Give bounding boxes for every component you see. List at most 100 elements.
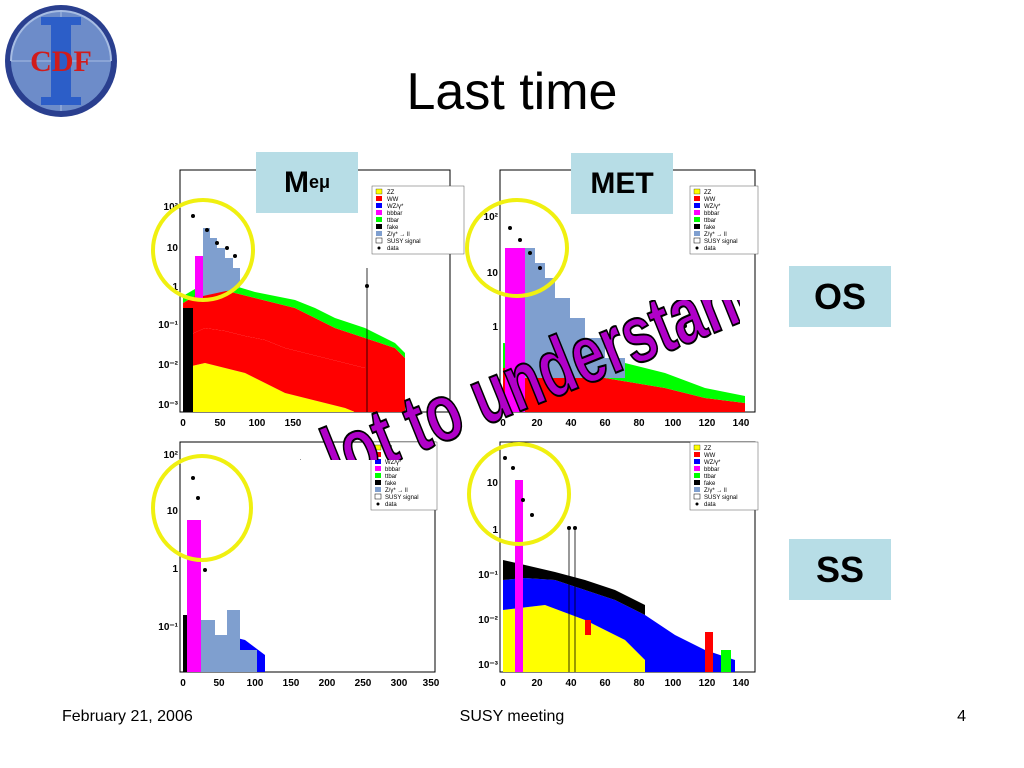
legend-susy: SUSY signal xyxy=(387,239,421,245)
tick-label: 0 xyxy=(500,678,506,689)
legend-fake: fake xyxy=(385,481,397,487)
tick-label: 10² xyxy=(164,202,179,213)
os-label-box: OS xyxy=(789,266,891,327)
legend-zz: ZZ xyxy=(704,446,712,452)
tick-label: 10⁻² xyxy=(478,615,498,626)
svg-text:CDF: CDF xyxy=(30,45,92,78)
tick-label: 10² xyxy=(164,450,179,461)
chart-ss-meu: ZZ WW WZ/γ* bbbar ttbar fake Z/γ* → ll S… xyxy=(151,440,455,690)
legend-zz: ZZ xyxy=(704,190,712,196)
tick-label: 120 xyxy=(699,678,716,689)
tick-label: 60 xyxy=(599,678,611,689)
legend-ttbar: ttbar xyxy=(387,218,399,224)
tick-label: 0 xyxy=(180,678,186,689)
footer-meeting: SUSY meeting xyxy=(459,708,565,725)
tick-label: 1 xyxy=(172,282,178,293)
ss-label: SS xyxy=(815,548,865,590)
legend-dy: Z/γ* → ll xyxy=(704,488,727,494)
legend-wz: WZ/γ* xyxy=(387,204,404,210)
legend-ww: WW xyxy=(704,453,716,459)
legend-dy: Z/γ* → ll xyxy=(385,488,408,494)
tick-label: 10 xyxy=(167,243,179,254)
tick-label: 80 xyxy=(633,418,645,429)
met-label-box: MET xyxy=(571,153,673,214)
tick-label: 350 xyxy=(423,678,440,689)
legend-bbbar: bbbar xyxy=(704,211,719,217)
legend-wz: WZ/γ* xyxy=(704,460,721,466)
tick-label: 100 xyxy=(665,418,682,429)
tick-label: 1 xyxy=(492,525,498,536)
legend-ww: WW xyxy=(704,197,716,203)
slide-title: Last time xyxy=(406,63,618,121)
tick-label: 60 xyxy=(599,418,611,429)
tick-label: 100 xyxy=(665,678,682,689)
legend-ww: WW xyxy=(385,453,397,459)
tick-label: 40 xyxy=(565,418,577,429)
meu-subscript: eμ xyxy=(308,172,331,192)
tick-label: 10 xyxy=(487,268,499,279)
legend-susy: SUSY signal xyxy=(704,495,738,501)
tick-label: 20 xyxy=(531,418,543,429)
legend-ww: WW xyxy=(387,197,399,203)
legend-zz: ZZ xyxy=(385,446,393,452)
tick-label: 100 xyxy=(249,418,266,429)
legend-zz: ZZ xyxy=(387,190,395,196)
tick-label: 10 xyxy=(487,478,499,489)
legend-data: data xyxy=(704,246,716,252)
footer-date: February 21, 2006 xyxy=(62,708,193,725)
tick-label: 140 xyxy=(733,418,750,429)
legend-wz: WZ/γ* xyxy=(704,204,721,210)
tick-label: 10⁻¹ xyxy=(158,622,178,633)
legend-data: data xyxy=(704,502,716,508)
tick-label: 200 xyxy=(319,678,336,689)
tick-label: 50 xyxy=(213,678,225,689)
chart-ss-met: ZZ WW WZ/γ* bbbar ttbar fake Z/γ* → ll S… xyxy=(467,440,760,690)
tick-label: 140 xyxy=(733,678,750,689)
tick-label: 150 xyxy=(285,418,302,429)
tick-label: 20 xyxy=(531,678,543,689)
os-label: OS xyxy=(813,275,866,317)
tick-label: 10⁻³ xyxy=(158,400,178,411)
meu-label: M xyxy=(283,165,309,199)
ss-label-box: SS xyxy=(789,539,891,600)
legend-susy: SUSY signal xyxy=(704,239,738,245)
tick-label: 120 xyxy=(699,418,716,429)
tick-label: 10⁻¹ xyxy=(158,320,178,331)
legend-fake: fake xyxy=(704,481,716,487)
legend-ttbar: ttbar xyxy=(385,474,397,480)
overlay-text: A lot to understand xyxy=(300,300,740,460)
tick-label: 100 xyxy=(247,678,264,689)
legend-fake: fake xyxy=(704,225,716,231)
legend-susy: SUSY signal xyxy=(385,495,419,501)
tick-label: 1 xyxy=(492,322,498,333)
page-number: 4 xyxy=(957,708,966,725)
legend-ttbar: ttbar xyxy=(704,218,716,224)
tick-label: 1 xyxy=(172,564,178,575)
cdf-logo: CDF xyxy=(5,5,117,117)
legend-bbbar: bbbar xyxy=(385,467,400,473)
tick-label: 10⁻² xyxy=(158,360,178,371)
legend-data: data xyxy=(387,246,399,252)
wordart-overlay: A lot to understand xyxy=(300,300,740,460)
legend-data: data xyxy=(385,502,397,508)
legend-dy: Z/γ* → ll xyxy=(387,232,410,238)
tick-label: 40 xyxy=(565,678,577,689)
legend-fake: fake xyxy=(387,225,399,231)
tick-label: 0 xyxy=(180,418,186,429)
tick-label: 300 xyxy=(391,678,408,689)
legend-bbbar: bbbar xyxy=(704,467,719,473)
tick-label: 80 xyxy=(633,678,645,689)
legend-ttbar: ttbar xyxy=(704,474,716,480)
legend-wz: WZ/γ* xyxy=(385,460,402,466)
tick-label: 10⁻³ xyxy=(478,660,498,671)
tick-label: 10⁻¹ xyxy=(478,570,498,581)
tick-label: 10 xyxy=(167,506,179,517)
tick-label: 250 xyxy=(355,678,372,689)
tick-label: 0 xyxy=(500,418,506,429)
legend-bbbar: bbbar xyxy=(387,211,402,217)
tick-label: 10² xyxy=(484,212,499,223)
tick-label: 150 xyxy=(283,678,300,689)
legend-dy: Z/γ* → ll xyxy=(704,232,727,238)
met-label: MET xyxy=(590,166,654,200)
